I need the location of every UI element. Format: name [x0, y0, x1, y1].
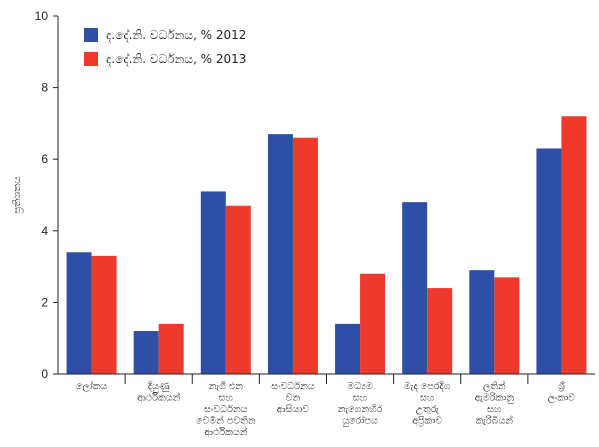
category-label: අප්‍රිකාව [412, 416, 442, 427]
bar-series-1-cat-5 [335, 323, 361, 374]
category-label: වන [286, 393, 301, 404]
bar-series-2-cat-1 [91, 255, 117, 374]
bar-series-1-cat-1 [66, 252, 92, 374]
bar-series-2-cat-3 [225, 205, 251, 374]
bar-series-1-cat-6 [402, 202, 428, 374]
category-label: සහ [353, 393, 368, 404]
legend: ද.දේ.නි. වර්ධනය, % 2012 ද.දේ.නි. වර්ධනය, … [84, 28, 246, 66]
category-label: නැගෙනහිර [338, 403, 383, 415]
y-tick-label: 4 [41, 224, 48, 238]
bar-series-2-cat-6 [427, 288, 453, 374]
category-label: මැද පෙරදිග [404, 380, 451, 392]
bar-series-1-cat-8 [536, 148, 562, 374]
y-tick-label: 2 [41, 295, 48, 309]
category-label: නැගී එන [209, 381, 244, 392]
axes [57, 16, 595, 384]
category-label: උතුරු [416, 403, 440, 415]
category-label: ලංකාව [548, 393, 576, 404]
legend-label-2: ද.දේ.නි. වර්ධනය, % 2013 [106, 52, 246, 66]
category-label: ආර්ථිකයන් [204, 425, 247, 438]
bar-series-2-cat-5 [360, 273, 386, 374]
bar-series-1-cat-7 [469, 270, 495, 374]
bar-series-2-cat-7 [494, 277, 520, 374]
y-tick-label: 6 [41, 152, 48, 166]
legend-label-1: ද.දේ.නි. වර්ධනය, % 2012 [106, 28, 246, 42]
y-tick-label: 8 [41, 81, 48, 95]
bar-series-1-cat-4 [267, 134, 293, 374]
bar-series-1-cat-3 [200, 191, 226, 374]
category-label: සහ [420, 393, 435, 404]
category-label: සංවර්ධනය [204, 403, 248, 415]
category-label: ලතින් [483, 379, 506, 392]
category-label: ලෝකය [76, 379, 108, 392]
category-label: දියුණු [148, 381, 170, 392]
category-label: සහ [487, 404, 502, 415]
category-label: සංවර්ධනය [271, 380, 315, 392]
category-label: සහ [219, 393, 234, 404]
category-label: යුරෝපය [342, 414, 378, 427]
y-tick-label: 10 [35, 9, 49, 23]
category-label: මධ්‍යම [347, 381, 373, 392]
bar-series-2-cat-8 [561, 116, 587, 375]
bar-series-1-cat-2 [133, 331, 159, 374]
bar-series-2-cat-4 [292, 137, 318, 374]
legend-swatch-2 [84, 52, 98, 66]
bar-series-2-cat-2 [158, 323, 184, 374]
legend-swatch-1 [84, 28, 98, 42]
y-axis-label: ප්‍රතිශතය [12, 176, 23, 214]
category-label: වෙමින් පවතින [196, 413, 256, 426]
category-label: ශ්‍රී [558, 381, 565, 392]
category-label: ආසියාව [277, 404, 310, 415]
y-axis-title: ප්‍රතිශතය [12, 176, 23, 214]
category-labels: ලෝකය දියුණුආර්ථිකයන්නැගී එනසහසංවර්ධනයවෙමි… [76, 379, 575, 438]
category-label: කැරිබියන් [476, 413, 514, 426]
bars [66, 116, 587, 375]
category-label: ආර්ථිකයන් [137, 390, 180, 403]
y-axis-ticks: 0 2 4 6 8 10 [35, 9, 58, 381]
category-label: ඇමරිකානු [475, 392, 515, 404]
y-tick-label: 0 [41, 367, 48, 381]
